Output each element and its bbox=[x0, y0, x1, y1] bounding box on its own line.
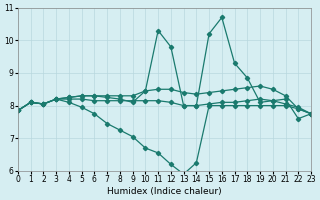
X-axis label: Humidex (Indice chaleur): Humidex (Indice chaleur) bbox=[107, 187, 222, 196]
